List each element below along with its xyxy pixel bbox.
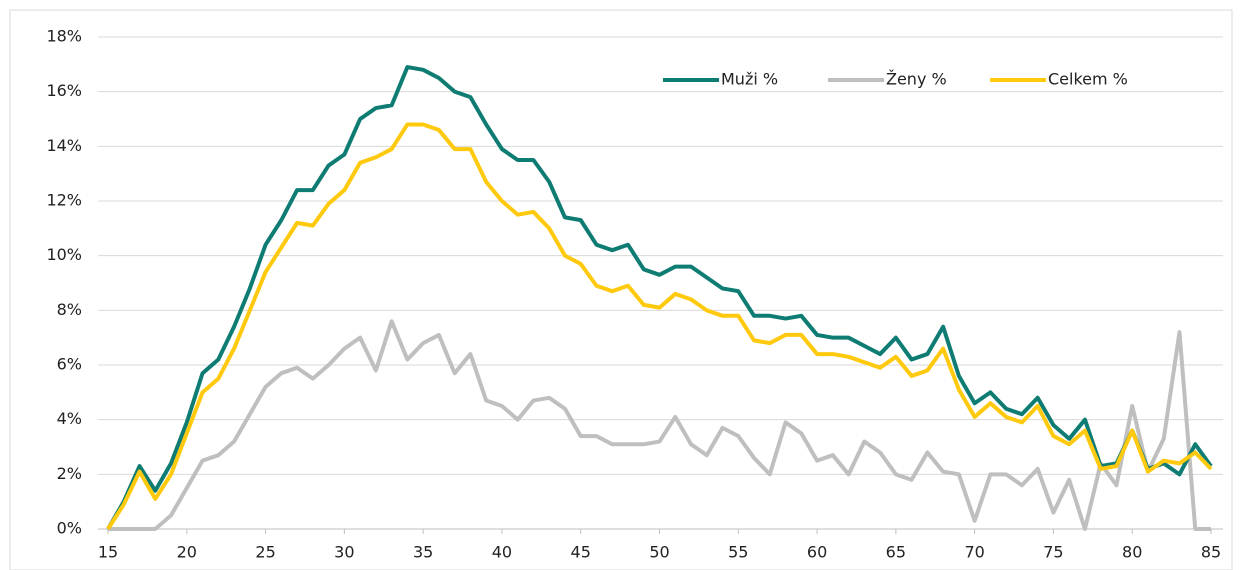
x-tick-label: 85 [1201,543,1221,562]
x-tick-label: 20 [177,543,197,562]
x-tick-label: 15 [98,543,118,562]
x-tick-label: 65 [886,543,906,562]
legend-label: Muži % [721,70,778,89]
y-tick-label: 12% [46,191,82,210]
x-tick-label: 35 [413,543,433,562]
x-tick-label: 50 [649,543,669,562]
x-tick-label: 45 [571,543,591,562]
series-line [108,319,1211,531]
y-tick-label: 2% [57,464,82,483]
legend-label: Celkem % [1048,70,1128,89]
x-tick-label: 80 [1122,543,1142,562]
x-tick-label: 60 [807,543,827,562]
series-line [106,122,1213,531]
y-tick-label: 4% [57,409,82,428]
y-tick-label: 10% [46,245,82,264]
y-tick-label: 8% [57,300,82,319]
x-tick-label: 55 [728,543,748,562]
legend-label: Ženy % [886,70,947,89]
x-tick-label: 75 [1043,543,1063,562]
x-tick-label: 70 [964,543,984,562]
y-tick-label: 6% [57,355,82,374]
x-tick-label: 25 [255,543,275,562]
y-tick-label: 14% [46,136,82,155]
chart-border [9,9,1233,570]
y-tick-label: 0% [57,519,82,538]
x-tick-label: 40 [492,543,512,562]
y-tick-label: 16% [46,81,82,100]
y-tick-label: 18% [46,27,82,46]
x-tick-label: 30 [334,543,354,562]
series-line [106,65,1213,530]
